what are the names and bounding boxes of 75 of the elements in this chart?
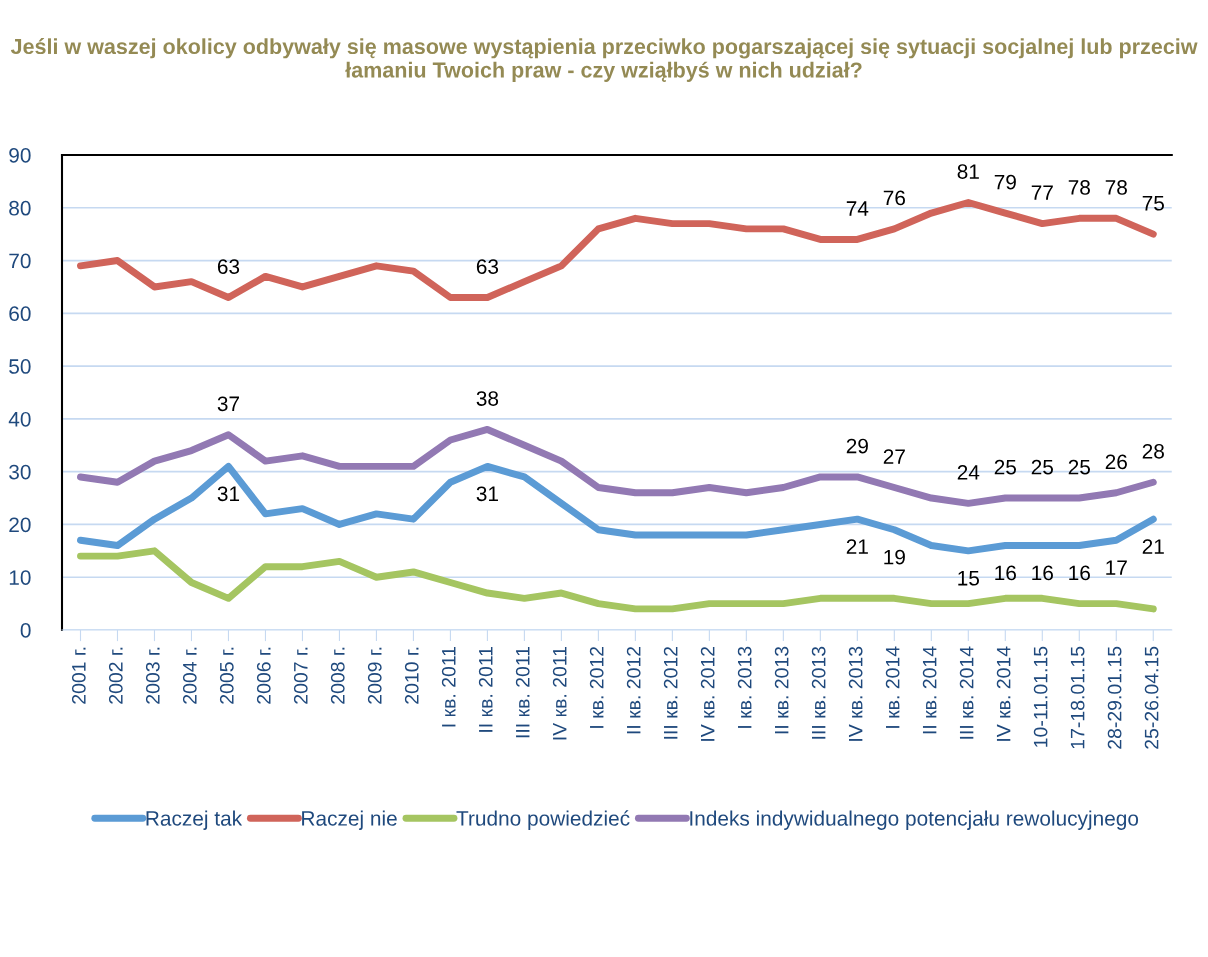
x-tick-label: IV кв. 2011 xyxy=(552,646,567,740)
data-label: 31 xyxy=(217,486,240,502)
data-label: 25 xyxy=(994,459,1017,475)
data-label: 15 xyxy=(958,571,980,586)
legend-label: Raczej tak xyxy=(146,810,243,830)
data-label: 31 xyxy=(476,486,498,502)
x-tick-label: 10-11.01.15 xyxy=(1033,646,1048,747)
x-tick-label: I кв. 2012 xyxy=(589,646,604,728)
x-tick-label: 2007 г. xyxy=(293,647,308,704)
chart-title: Jeśli w waszej okolicy odbywały się masowe wystąpienia przeciwko pogarszającej się sytuacji socjalnej lub przeciw łamaniu Twoich praw - czy wziąłbyś w nich udział? xyxy=(10,38,1198,82)
x-tick-label: III кв. 2012 xyxy=(663,646,678,739)
x-tick-label: 2005 г. xyxy=(219,647,234,704)
data-label: 28 xyxy=(1142,443,1164,459)
data-label: 76 xyxy=(883,190,905,206)
x-tick-label: 2009 г. xyxy=(367,647,382,704)
data-label: 25 xyxy=(1068,459,1090,475)
x-tick-label: 2008 г. xyxy=(330,647,345,704)
x-tick-label: IV кв. 2014 xyxy=(996,646,1011,741)
data-label: 17 xyxy=(1106,560,1127,575)
data-label: 77 xyxy=(1031,185,1053,200)
x-tick-label: II кв. 2014 xyxy=(922,646,937,734)
x-tick-label: II кв. 2013 xyxy=(774,646,789,734)
y-tick-label: 70 xyxy=(9,253,31,269)
x-tick-label: 2004 г. xyxy=(182,647,197,704)
x-tick-label: III кв. 2014 xyxy=(959,646,974,739)
x-tick-label: 2002 г. xyxy=(108,647,123,704)
x-tick-label: III кв. 2011 xyxy=(515,646,530,738)
x-tick-label: 17-18.01.15 xyxy=(1070,646,1085,749)
data-label: 78 xyxy=(1068,180,1090,195)
x-tick-label: I кв. 2011 xyxy=(441,646,456,727)
data-label: 27 xyxy=(883,449,905,464)
y-tick-label: 80 xyxy=(9,200,31,216)
data-label: 37 xyxy=(217,396,240,412)
y-tick-label: 0 xyxy=(20,623,31,638)
y-tick-label: 20 xyxy=(9,517,31,533)
legend-label: Trudno powiedzieć xyxy=(456,810,630,830)
data-label: 29 xyxy=(846,438,868,454)
data-label: 16 xyxy=(1032,565,1053,581)
x-tick-label: II кв. 2012 xyxy=(626,646,641,734)
data-label: 24 xyxy=(957,465,980,480)
data-label: 26 xyxy=(1105,454,1127,470)
data-label: 63 xyxy=(217,259,240,274)
data-label: 75 xyxy=(1142,196,1164,211)
data-label: 19 xyxy=(884,549,905,565)
data-label: 79 xyxy=(994,174,1016,190)
x-tick-label: IV кв. 2012 xyxy=(700,646,715,741)
x-tick-label: II кв. 2011 xyxy=(478,646,493,732)
x-tick-label: IV кв. 2013 xyxy=(848,646,863,741)
x-tick-label: 25-26.04.15 xyxy=(1144,646,1159,749)
x-tick-label: 2006 г. xyxy=(256,647,271,704)
data-label: 21 xyxy=(846,539,868,554)
y-tick-label: 10 xyxy=(9,570,31,585)
data-label: 63 xyxy=(476,259,499,274)
legend-label: Indeks indywidualnego potencjału rewolucyjnego xyxy=(690,810,1139,830)
y-tick-label: 40 xyxy=(8,411,31,427)
y-tick-label: 30 xyxy=(9,464,31,480)
y-tick-label: 60 xyxy=(9,306,31,322)
data-label: 81 xyxy=(957,164,979,179)
data-label: 21 xyxy=(1142,539,1164,554)
data-label: 74 xyxy=(846,201,869,216)
x-tick-label: 28-29.01.15 xyxy=(1107,646,1122,749)
legend-label: Raczej nie xyxy=(302,810,397,830)
data-label: 16 xyxy=(1069,565,1090,581)
x-tick-label: III кв. 2013 xyxy=(811,646,826,739)
data-label: 78 xyxy=(1105,180,1127,195)
y-tick-label: 50 xyxy=(9,359,31,374)
x-tick-label: I кв. 2013 xyxy=(737,646,752,728)
x-tick-label: I кв. 2014 xyxy=(885,646,900,728)
x-tick-label: 2003 г. xyxy=(145,647,160,704)
data-label: 25 xyxy=(1031,459,1053,475)
data-label: 38 xyxy=(476,391,499,406)
x-tick-label: 2010 г. xyxy=(404,647,419,704)
data-label: 16 xyxy=(995,565,1016,581)
x-tick-label: 2001 г. xyxy=(71,647,86,704)
y-tick-label: 90 xyxy=(9,148,31,163)
